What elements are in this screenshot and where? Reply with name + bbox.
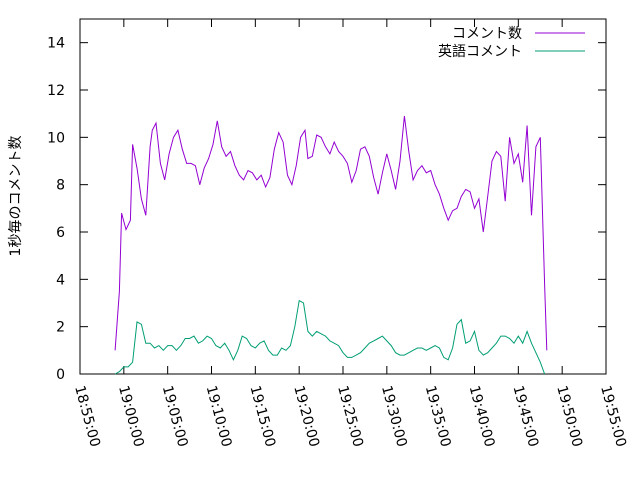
series-line-1 <box>114 115 548 351</box>
x-axis-ticks: 18:55:00 19:00:00 19:05:00 19:10:00 19:15:00… <box>71 19 629 449</box>
x-tick-label: 19:15:00 <box>246 384 278 449</box>
x-tick-label: 18:55:00 <box>71 384 103 449</box>
y-tick-label: 0 <box>56 367 65 383</box>
x-tick-label: 19:10:00 <box>203 384 235 449</box>
series-lines <box>114 115 548 375</box>
legend-label-1: コメント数 <box>452 26 522 42</box>
x-tick-label: 19:25:00 <box>334 384 366 449</box>
x-tick-label: 19:45:00 <box>509 384 541 449</box>
plot-frame <box>79 18 607 375</box>
x-tick-label: 19:40:00 <box>466 384 498 449</box>
x-tick-label: 19:05:00 <box>159 384 191 449</box>
y-tick-label: 4 <box>56 272 65 288</box>
y-tick-label: 2 <box>56 320 65 336</box>
y-axis-ticks: 0 2 4 6 8 10 12 14 <box>47 36 606 383</box>
y-tick-label: 8 <box>56 178 65 194</box>
x-tick-label: 19:55:00 <box>597 384 629 449</box>
y-tick-label: 12 <box>47 83 65 99</box>
x-tick-label: 19:20:00 <box>290 384 322 449</box>
y-axis-label: 1秒毎のコメント数 <box>8 136 24 257</box>
x-tick-label: 19:50:00 <box>553 384 585 449</box>
x-tick-label: 19:35:00 <box>422 384 454 449</box>
x-tick-label: 19:00:00 <box>115 384 147 449</box>
x-tick-label: 19:30:00 <box>378 384 410 449</box>
y-tick-label: 14 <box>47 36 65 52</box>
legend-label-2: 英語コメント <box>438 43 522 60</box>
plot-border <box>79 18 607 375</box>
y-tick-label: 6 <box>56 225 65 241</box>
y-tick-label: 10 <box>47 130 65 146</box>
series-line-2 <box>114 299 546 375</box>
